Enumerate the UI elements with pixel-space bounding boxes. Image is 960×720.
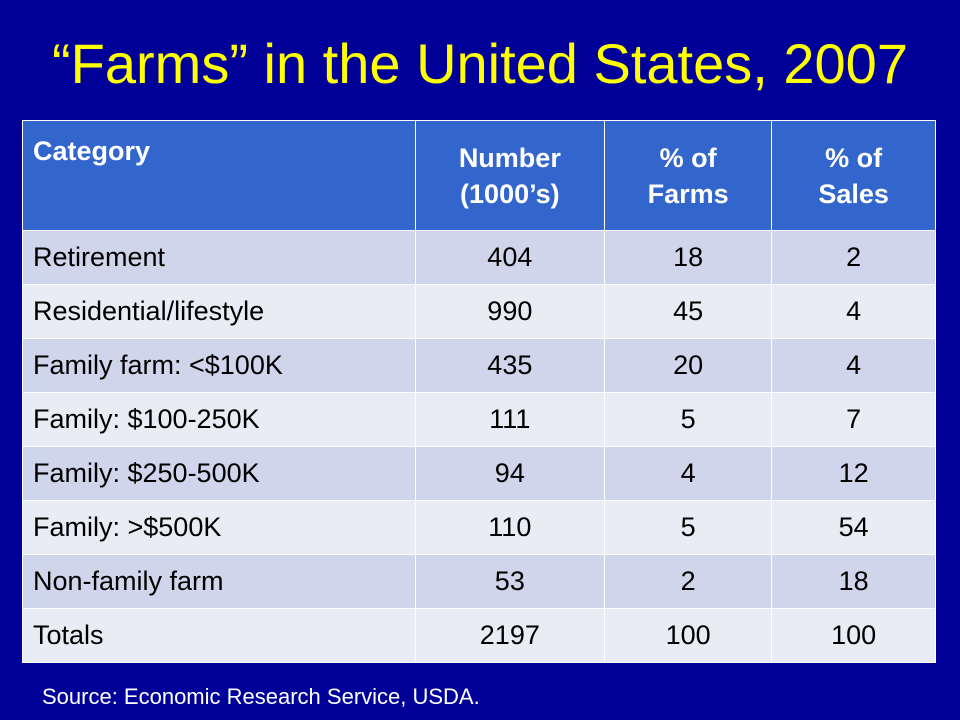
cell-number: 53: [414, 554, 605, 609]
cell-number: 435: [414, 338, 605, 393]
header-pct-farms: % of Farms: [603, 120, 773, 231]
cell-number: 404: [414, 230, 605, 285]
cell-category: Family farm: <$100K: [22, 338, 416, 393]
cell-pct-farms: 20: [603, 338, 773, 393]
cell-pct-farms: 5: [603, 500, 773, 555]
cell-pct-sales: 7: [771, 392, 936, 447]
table-row: Residential/lifestyle 990 45 4: [22, 284, 936, 339]
cell-category: Family: >$500K: [22, 500, 416, 555]
cell-pct-farms: 100: [603, 608, 773, 663]
cell-pct-sales: 18: [771, 554, 936, 609]
cell-pct-farms: 45: [603, 284, 773, 339]
cell-number: 110: [414, 500, 605, 555]
cell-pct-sales: 4: [771, 338, 936, 393]
table-row-totals: Totals 2197 100 100: [22, 608, 936, 663]
cell-pct-sales: 2: [771, 230, 936, 285]
table-row: Family: $250-500K 94 4 12: [22, 446, 936, 501]
cell-number: 111: [414, 392, 605, 447]
cell-category: Family: $250-500K: [22, 446, 416, 501]
table-row: Non-family farm 53 2 18: [22, 554, 936, 609]
header-number-line1: Number: [458, 142, 561, 173]
cell-category: Non-family farm: [22, 554, 416, 609]
header-category: Category: [22, 120, 416, 231]
header-number: Number (1000’s): [414, 120, 605, 231]
cell-category: Retirement: [22, 230, 416, 285]
farms-table: Category Number (1000’s) % of Farms % of…: [22, 120, 936, 663]
cell-category: Residential/lifestyle: [22, 284, 416, 339]
cell-category: Family: $100-250K: [22, 392, 416, 447]
cell-pct-sales: 54: [771, 500, 936, 555]
header-farms-line1: % of: [659, 142, 717, 173]
header-farms-line2: Farms: [647, 178, 729, 209]
cell-pct-sales: 100: [771, 608, 936, 663]
table-header-row: Category Number (1000’s) % of Farms % of…: [22, 120, 936, 231]
cell-pct-farms: 4: [603, 446, 773, 501]
cell-number: 94: [414, 446, 605, 501]
table-row: Family: $100-250K 111 5 7: [22, 392, 936, 447]
table-row: Retirement 404 18 2: [22, 230, 936, 285]
cell-number: 990: [414, 284, 605, 339]
header-sales-line2: Sales: [818, 178, 889, 209]
table-row: Family farm: <$100K 435 20 4: [22, 338, 936, 393]
cell-category: Totals: [22, 608, 416, 663]
slide-title: “Farms” in the United States, 2007: [52, 32, 908, 95]
header-number-line2: (1000’s): [460, 178, 560, 209]
header-pct-sales: % of Sales: [771, 120, 936, 231]
cell-pct-farms: 5: [603, 392, 773, 447]
header-sales-line1: % of: [825, 142, 883, 173]
cell-pct-farms: 2: [603, 554, 773, 609]
cell-pct-sales: 4: [771, 284, 936, 339]
cell-pct-farms: 18: [603, 230, 773, 285]
source-note: Source: Economic Research Service, USDA.: [42, 684, 480, 709]
cell-pct-sales: 12: [771, 446, 936, 501]
cell-number: 2197: [414, 608, 605, 663]
table-row: Family: >$500K 110 5 54: [22, 500, 936, 555]
